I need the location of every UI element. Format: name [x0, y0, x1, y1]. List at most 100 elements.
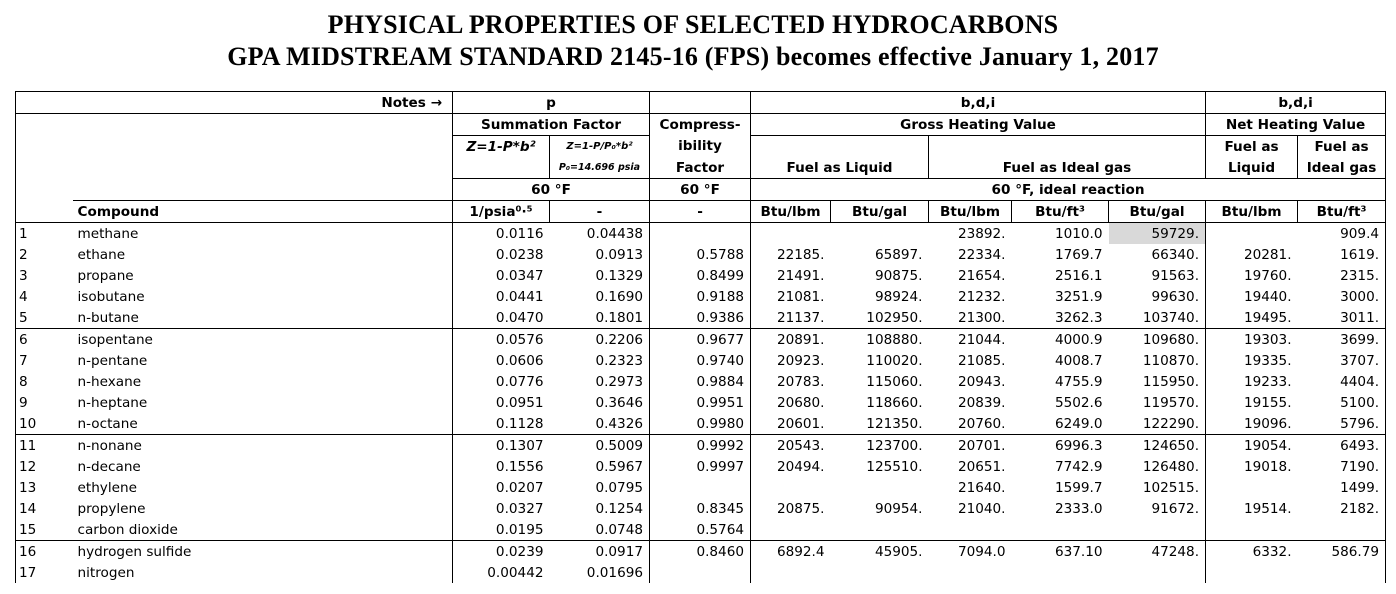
cell-gl-gal: 45905.	[830, 540, 929, 562]
cell-z: 0.9740	[649, 350, 752, 371]
cell-gg-ft3: 1769.7	[1054, 246, 1103, 263]
cell-sf2: 0.0795	[549, 477, 651, 498]
cell-gg-gal: 103740.	[1108, 307, 1207, 329]
cell-nl-lbm: 6332.	[1205, 540, 1298, 562]
compound-name: n-heptane	[77, 394, 148, 411]
cell-gl-lbm: 6892.4	[750, 540, 831, 562]
cell-gg-gal: 122290.	[1108, 413, 1207, 435]
cell-gl-lbm: 22185.	[776, 246, 825, 263]
cell-gl-lbm	[751, 519, 831, 541]
row-number: 8	[15, 371, 73, 392]
cell-gg-lbm: 21300.	[957, 309, 1006, 326]
cell-ng-ft3: 2315.	[1297, 265, 1387, 286]
cell-sf2: 0.0917	[549, 540, 651, 562]
unit-btugal-2: Btu/gal	[1108, 200, 1207, 223]
cell-z: 0.9677	[649, 328, 752, 350]
table-row: 11 n-nonane 0.1307 0.5009 0.9992 20543. 123700…	[15, 434, 1387, 456]
table-row: 1 methane 0.0116 0.04438 23892. 1010.0 59729. 9…	[15, 222, 1387, 245]
unit-btugal-1: Btu/gal	[830, 200, 930, 223]
cell-sf1: 0.1128	[452, 413, 550, 435]
cell-gl-gal: 125510.	[866, 458, 923, 475]
cell-sf1: 0.0195	[452, 519, 550, 541]
compound-name: carbon dioxide	[77, 521, 178, 538]
cell-gg-lbm: 21044.	[928, 328, 1012, 350]
table-row: 8 n-hexane 0.0776 0.2973 0.9884 20783. 115060.…	[15, 371, 1387, 392]
unit-dash-1: -	[549, 200, 651, 223]
cell-gg-ft3: 2333.0	[1054, 500, 1103, 517]
cell-sf2: 0.01696	[549, 562, 651, 583]
compressibility-heading-2: ibility	[649, 135, 752, 157]
compound-name: propylene	[77, 500, 146, 517]
compound-name: n-hexane	[77, 373, 142, 390]
cell-nl-lbm: 19303.	[1205, 328, 1298, 350]
cell-gg-lbm: 20839.	[957, 394, 1006, 411]
cell-gg-lbm	[929, 519, 1012, 541]
cell-gg-lbm: 21085.	[957, 352, 1006, 369]
properties-table: Notes → p b,d,i b,d,i Summation Factor C…	[15, 91, 1387, 583]
cell-z	[649, 477, 752, 498]
cell-sf1: 0.00442	[452, 562, 550, 583]
cell-nl-lbm	[1206, 519, 1298, 541]
cell-gg-ft3: 637.10	[1011, 540, 1109, 562]
cell-gg-lbm: 20760.	[957, 415, 1006, 432]
row-number: 2	[15, 244, 73, 265]
cell-gg-lbm: 20701.	[928, 434, 1012, 456]
z-formula-2: Z=1-P/P₀*b²	[549, 135, 651, 157]
cell-sf2: 0.5967	[549, 456, 651, 477]
cell-sf2: 0.2206	[549, 328, 651, 350]
cell-ng-ft3: 586.79	[1297, 540, 1387, 562]
unit-btuft3-1: Btu/ft³	[1011, 200, 1110, 223]
cell-gg-ft3: 7742.9	[1054, 458, 1103, 475]
p0-label: P₀=14.696 psia	[549, 157, 651, 179]
cell-z: 0.5788	[649, 244, 752, 265]
cell-z	[649, 562, 752, 583]
compound-name: nitrogen	[77, 564, 135, 581]
header-row-notes: Notes → p b,d,i b,d,i	[15, 91, 1387, 114]
cell-gg-gal: 91672.	[1108, 498, 1207, 519]
cell-ng-ft3: 909.4	[1297, 222, 1387, 244]
net-fuel-gas-2: Ideal gas	[1297, 157, 1387, 179]
cell-gg-ft3	[1012, 562, 1109, 583]
cell-z: 0.8345	[649, 498, 752, 519]
cell-gl-gal	[831, 519, 929, 541]
cell-gg-ft3: 1010.0	[1054, 225, 1103, 242]
row-number: 14	[15, 498, 73, 519]
cell-gl-gal	[831, 477, 929, 498]
cell-nl-lbm: 19233.	[1243, 373, 1292, 390]
row-number: 5	[15, 307, 73, 329]
table-row: 14 propylene 0.0327 0.1254 0.8345 20875. 90954…	[15, 498, 1387, 519]
cell-gg-ft3: 5502.6	[1054, 394, 1103, 411]
fuel-liquid-heading: Fuel as Liquid	[750, 157, 930, 179]
cell-gl-gal: 115060.	[866, 373, 923, 390]
cell-gl-gal	[831, 223, 929, 245]
cell-gg-gal: 109680.	[1108, 328, 1207, 350]
cell-gg-gal: 91563.	[1108, 265, 1207, 286]
cell-z: 0.9188	[649, 286, 752, 307]
cell-sf1: 0.0239	[452, 540, 550, 562]
cell-ng-ft3: 1619.	[1297, 244, 1387, 265]
highlighted-cell: 59729.	[1108, 222, 1207, 244]
cell-gg-gal: 102515.	[1108, 477, 1207, 498]
temp-60f: 60 °F	[451, 178, 651, 201]
table-row: 4 isobutane 0.0441 0.1690 0.9188 21081. 98924.…	[15, 286, 1387, 307]
cell-gg-gal	[1108, 562, 1207, 583]
cell-gg-lbm: 20651.	[957, 458, 1006, 475]
table-row: 15 carbon dioxide 0.0195 0.0748 0.5764	[15, 519, 1387, 541]
cell-gg-ft3: 1599.7	[1054, 479, 1103, 496]
table-row: 2 ethane 0.0238 0.0913 0.5788 22185. 65897. 223…	[15, 244, 1387, 265]
row-number: 13	[15, 477, 73, 498]
cell-gl-lbm: 20543.	[750, 434, 831, 456]
note-bdi-net: b,d,i	[1205, 91, 1387, 114]
cell-gl-gal: 90954.	[874, 500, 923, 517]
header-row-sub2: P₀=14.696 psia Factor Fuel as Liquid Fue…	[15, 157, 1387, 179]
compressibility-heading-3: Factor	[649, 157, 752, 179]
cell-gl-lbm	[751, 562, 831, 583]
cell-ng-ft3: 3707.	[1297, 350, 1387, 371]
compound-name: n-nonane	[72, 434, 453, 456]
temp-ideal-reaction: 60 °F, ideal reaction	[750, 178, 1387, 201]
unit-dash-2: -	[649, 200, 752, 223]
table-row: 13 ethylene 0.0207 0.0795 21640. 1599.7 102515…	[15, 477, 1387, 498]
row-number: 17	[15, 562, 73, 583]
compound-name: ethylene	[77, 479, 137, 496]
cell-z: 0.9992	[649, 434, 752, 456]
